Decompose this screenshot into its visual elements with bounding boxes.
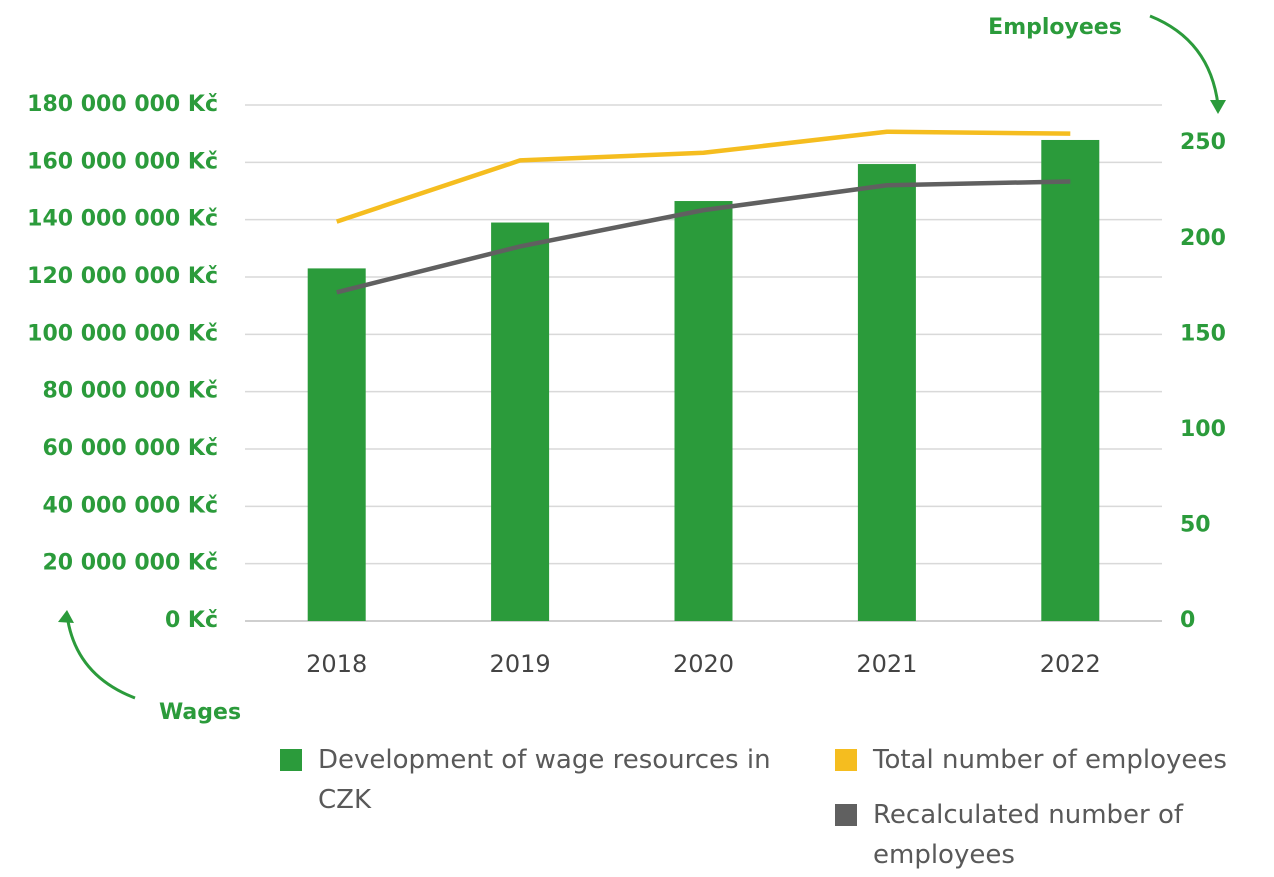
y2-tick-label: 150 <box>1180 321 1226 346</box>
y2-tick-label: 100 <box>1180 417 1226 442</box>
bar <box>307 268 366 621</box>
x-tick-label: 2020 <box>673 650 734 678</box>
arrow-head <box>1210 100 1226 114</box>
x-tick-label: 2019 <box>490 650 551 678</box>
legend-label: Total number of employees <box>873 745 1227 775</box>
legend-label: Recalculated number of employees <box>873 800 1184 870</box>
legend-item: Recalculated number of employees <box>835 795 1235 875</box>
arrow <box>1149 14 1220 106</box>
arrow-head <box>58 610 74 623</box>
y-tick-label: 40 000 000 Kč <box>42 493 218 518</box>
x-tick-label: 2022 <box>1040 650 1101 678</box>
x-tick-label: 2018 <box>306 650 367 678</box>
y2-tick-label: 200 <box>1180 226 1226 251</box>
y-tick-label: 80 000 000 Kč <box>42 379 218 404</box>
y-tick-label: 0 Kč <box>165 608 218 633</box>
legend-swatch <box>835 749 857 771</box>
y-tick-label: 120 000 000 Kč <box>27 264 218 289</box>
bar <box>491 222 550 622</box>
y-axis-label: Wages <box>159 700 241 725</box>
legend-item: Total number of employees <box>835 740 1274 780</box>
x-tick-label: 2021 <box>856 650 917 678</box>
line <box>335 129 1071 224</box>
legend-item: Development of wage resources in CZK <box>280 740 780 820</box>
legend-swatch <box>835 804 857 826</box>
bar <box>674 201 733 622</box>
y2-tick-label: 250 <box>1180 130 1226 155</box>
y2-tick-label: 0 <box>1180 608 1195 633</box>
line <box>336 179 1071 295</box>
y-tick-label: 180 000 000 Kč <box>27 92 218 117</box>
y-tick-label: 20 000 000 Kč <box>42 551 218 576</box>
y-tick-label: 100 000 000 Kč <box>27 321 218 346</box>
bar <box>1041 139 1100 621</box>
bar <box>857 164 916 621</box>
y2-tick-label: 50 <box>1180 512 1211 537</box>
arrow <box>65 614 136 700</box>
y-tick-label: 60 000 000 Kč <box>42 436 218 461</box>
legend-swatch <box>280 749 302 771</box>
y2-axis-label: Employees <box>988 15 1122 40</box>
y-tick-label: 140 000 000 Kč <box>27 207 218 232</box>
y-tick-label: 160 000 000 Kč <box>27 149 218 174</box>
legend-label: Development of wage resources in CZK <box>318 745 771 815</box>
